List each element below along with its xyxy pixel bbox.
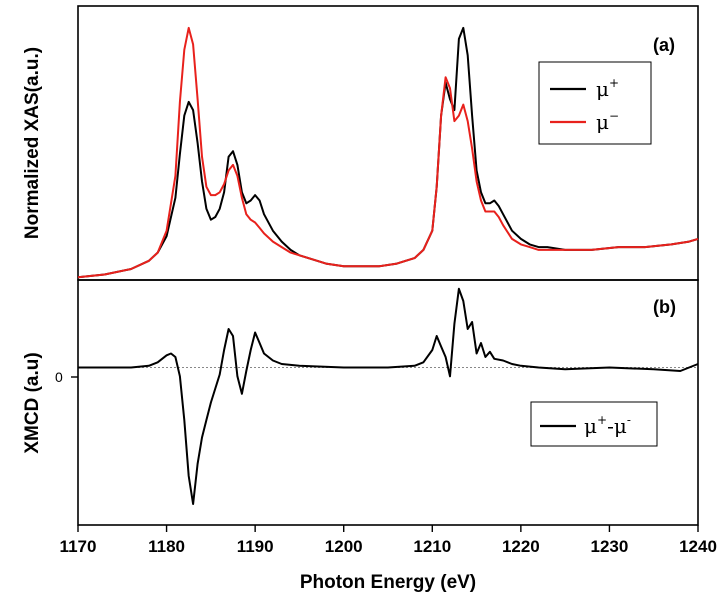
- x-tick-label: 1180: [148, 537, 185, 556]
- y-axis-label-b: XMCD (a.u): [22, 352, 43, 453]
- series-line-a-1: [77, 26, 699, 279]
- panel-b: (b) 0 μ+-μ-: [55, 279, 699, 526]
- x-axis-label: Photon Energy (eV): [300, 572, 476, 593]
- panel-a: (a) μ+ μ−: [77, 5, 699, 281]
- panel-b-zero-label: 0: [55, 369, 63, 385]
- y-axis-label-a: Normalized XAS(a.u.): [22, 47, 43, 239]
- x-tick-label: 1240: [679, 537, 717, 556]
- x-axis-ticks: 1170 1180 1190 1200 1210 1220 1230 1240: [60, 525, 717, 556]
- panel-b-label: (b): [653, 297, 676, 317]
- legend-a-label-mu-plus: μ+: [596, 76, 619, 101]
- legend-b: μ+-μ-: [530, 401, 658, 447]
- legend-a: μ+ μ−: [538, 61, 652, 145]
- x-tick-label: 1190: [237, 537, 274, 556]
- legend-b-box: [530, 401, 658, 447]
- legend-a-box: [538, 61, 652, 145]
- series-line-b-0: [78, 287, 699, 505]
- panel-a-label: (a): [653, 35, 675, 55]
- x-tick-label: 1220: [502, 537, 540, 556]
- x-tick-label: 1210: [413, 537, 451, 556]
- panel-b-frame: [77, 279, 699, 526]
- x-tick-label: 1170: [60, 537, 97, 556]
- x-tick-label: 1230: [591, 537, 629, 556]
- legend-b-label: μ+-μ-: [584, 413, 631, 438]
- legend-a-label-mu-minus: μ−: [596, 109, 619, 134]
- x-tick-label: 1200: [325, 537, 363, 556]
